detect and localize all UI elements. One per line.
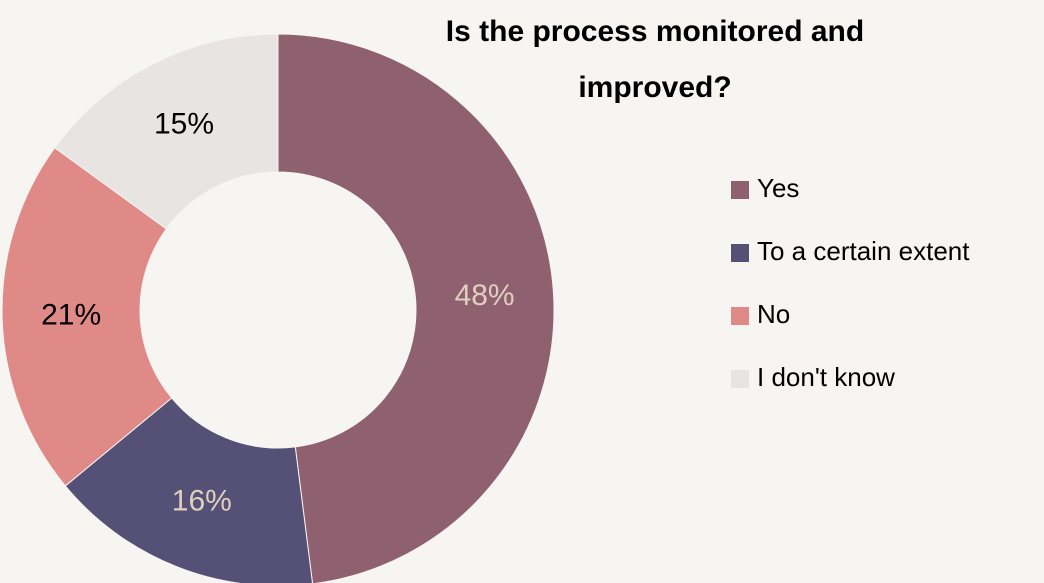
legend-label: No (757, 299, 790, 329)
slice (277, 33, 555, 583)
legend-label: Yes (757, 173, 799, 203)
chart-title: Is the process monitored and improved? (445, 15, 865, 104)
legend-swatch (731, 370, 749, 388)
legend-label: To a certain extent (757, 236, 970, 266)
data-label: 21% (41, 298, 101, 331)
data-label: 15% (154, 107, 214, 140)
slice (54, 33, 279, 230)
legend-swatch (731, 181, 749, 199)
legend-label: I don't know (757, 362, 895, 392)
legend-swatch (731, 307, 749, 325)
legend-swatch (731, 244, 749, 262)
data-label: 16% (172, 484, 232, 517)
slice (1, 147, 173, 487)
slice (64, 397, 313, 583)
data-label: 48% (455, 279, 515, 312)
